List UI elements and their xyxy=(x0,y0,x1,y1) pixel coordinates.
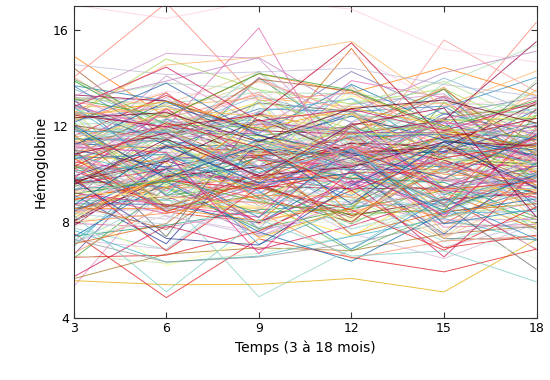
Y-axis label: Hémoglobine: Hémoglobine xyxy=(33,116,47,207)
X-axis label: Temps (3 à 18 mois): Temps (3 à 18 mois) xyxy=(235,341,376,355)
